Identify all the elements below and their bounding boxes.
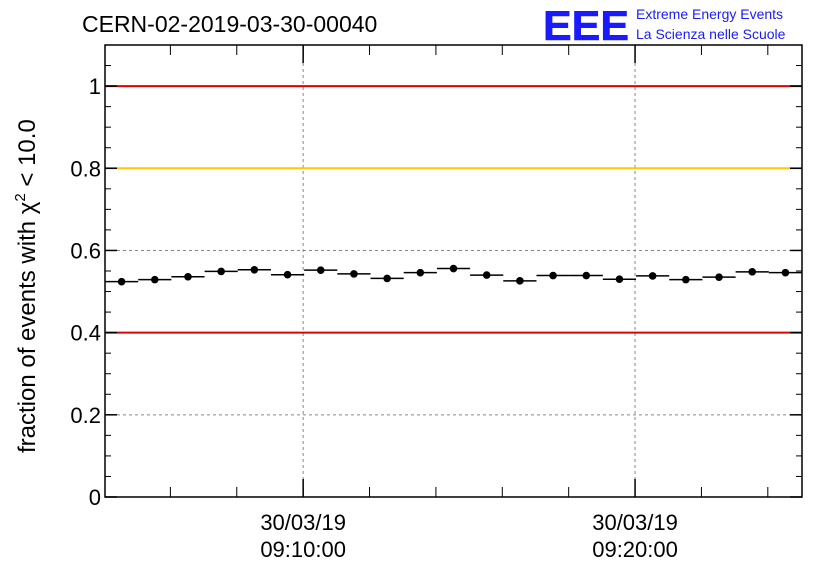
data-point: [416, 268, 425, 277]
x-tick-date-label: 30/03/19: [260, 510, 346, 535]
x-tick-time-label: 09:10:00: [260, 537, 346, 562]
data-point: [648, 272, 657, 280]
y-tick-label: 0: [89, 485, 101, 510]
y-tick-label: 1: [89, 74, 101, 99]
data-point: [781, 268, 790, 277]
data-point: [117, 277, 126, 286]
data-point: [150, 275, 159, 284]
y-axis-label-prefix: fraction of events with: [14, 214, 41, 453]
data-point: [184, 272, 192, 281]
run-title: CERN-02-2019-03-30-00040: [82, 11, 377, 37]
data-point: [449, 264, 458, 273]
y-axis-label-symbol: χ: [14, 201, 41, 214]
data-point: [383, 274, 391, 283]
data-point: [350, 270, 358, 278]
data-point: [582, 271, 591, 280]
data-point: [682, 275, 690, 284]
y-tick-label: 0.8: [70, 156, 101, 181]
data-point: [283, 270, 292, 279]
data-point: [482, 271, 491, 279]
project-subtitle: La Scienza nelle Scuole: [636, 26, 786, 42]
project-name: Extreme Energy Events: [636, 6, 783, 22]
data-point: [615, 275, 624, 284]
y-axis-label-exponent: 2: [12, 193, 29, 201]
data-point: [748, 268, 757, 276]
y-tick-label: 0.4: [70, 321, 101, 346]
data-point: [217, 267, 225, 276]
data-point: [549, 271, 557, 280]
y-axis-label-suffix: < 10.0: [14, 119, 41, 193]
y-axis-label: fraction of events with χ2 < 10.0: [12, 119, 41, 453]
x-tick-time-label: 09:20:00: [592, 537, 678, 562]
y-tick-label: 0.2: [70, 403, 101, 428]
data-point: [250, 265, 259, 274]
eee-logo: EEE: [543, 2, 629, 49]
y-tick-label: 0.6: [70, 238, 101, 263]
data-point: [516, 277, 524, 285]
data-point: [316, 266, 325, 274]
data-point: [715, 273, 723, 281]
x-tick-date-label: 30/03/19: [592, 510, 678, 535]
